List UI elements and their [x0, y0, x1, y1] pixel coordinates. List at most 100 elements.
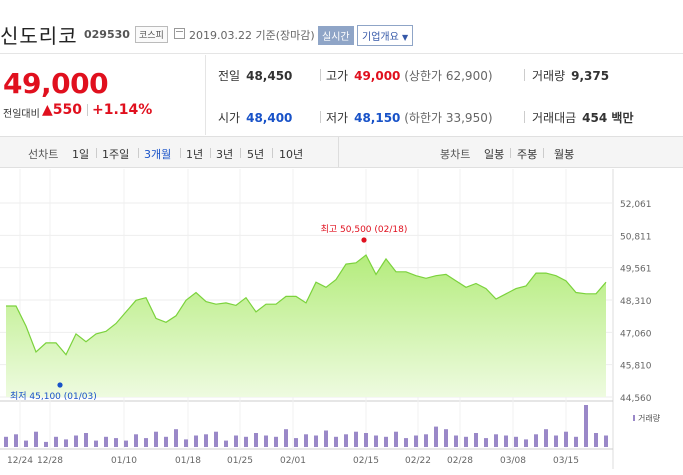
volume-bar: [394, 431, 398, 447]
volume-bar: [94, 440, 98, 447]
quote-date: 2019.03.22 기준(장마감): [189, 29, 315, 42]
volume-bar: [374, 435, 378, 447]
tab-5y[interactable]: 5년: [247, 148, 265, 161]
open-price: 시가 48,400: [218, 111, 293, 125]
tab-daily[interactable]: 일봉: [484, 148, 505, 161]
change-label: 전일대비: [3, 109, 40, 120]
change-percent: +1.14%: [92, 102, 153, 118]
y-tick-label: 44,560: [620, 394, 652, 404]
volume-bar: [24, 440, 28, 447]
volume-bar: [114, 438, 118, 447]
volume-bar: [64, 439, 68, 447]
volume-bar: [384, 436, 388, 447]
divider: [524, 111, 525, 123]
volume-bar: [414, 435, 418, 447]
volume-bar: [434, 426, 438, 447]
chevron-down-icon: ▼: [402, 33, 409, 42]
volume-bar: [214, 431, 218, 447]
y-tick-label: 50,811: [620, 232, 652, 242]
volume-bar: [274, 436, 278, 447]
trade-amount: 거래대금 454 백만: [532, 111, 634, 125]
tab-3m[interactable]: 3개월: [144, 148, 172, 161]
divider: [543, 148, 544, 158]
x-tick-label: 02/22: [405, 456, 431, 466]
volume-bar: [364, 433, 368, 447]
x-tick-label: 02/15: [353, 456, 379, 466]
volume-bar: [344, 434, 348, 447]
divider: [210, 148, 211, 158]
volume-bar: [604, 435, 608, 447]
price-stats: 전일 48,450 고가 49,000 (상한가 62,900) 거래량 9,375 …: [205, 55, 683, 135]
volume-legend-label: 거래량: [638, 413, 661, 423]
volume-bar: [204, 434, 208, 447]
candle-chart-label: 봉차트: [440, 148, 471, 161]
price-summary: 49,000 전일대비 ▲550 +1.14%: [0, 55, 205, 135]
volume-bar: [544, 429, 548, 447]
volume-bar: [454, 435, 458, 447]
volume-bar: [444, 429, 448, 447]
volume-bar: [154, 431, 158, 447]
price-chart-svg: 52,061 50,811 49,561 48,310 47,060 45,810 44,5…: [0, 169, 661, 469]
volume-bar: [254, 433, 258, 447]
max-marker: [361, 237, 367, 243]
tab-3y[interactable]: 3년: [216, 148, 234, 161]
volume-bar: [104, 436, 108, 447]
min-label: 최저 45,100 (01/03): [10, 391, 97, 402]
prev-close: 전일 48,450: [218, 69, 293, 83]
volume-bar: [264, 435, 268, 447]
volume-bar: [124, 440, 128, 447]
divider: [138, 148, 139, 158]
volume-bar: [334, 436, 338, 447]
volume-bar: [34, 431, 38, 447]
volume-bar: [554, 435, 558, 447]
y-tick-label: 49,561: [620, 265, 652, 275]
volume-bar: [74, 435, 78, 447]
x-tick-label: 03/15: [553, 456, 579, 466]
volume-bar: [194, 435, 198, 447]
volume-bar: [514, 436, 518, 447]
divider: [320, 69, 321, 81]
tab-10y[interactable]: 10년: [279, 148, 304, 161]
market-badge: 코스피: [135, 26, 168, 43]
x-tick-label: 02/28: [447, 456, 473, 466]
x-tick-label: 01/10: [111, 456, 137, 466]
volume-bar: [354, 431, 358, 447]
volume-bar: [134, 434, 138, 447]
volume-bar: [164, 436, 168, 447]
divider: [510, 148, 511, 158]
realtime-button[interactable]: 실시간: [318, 26, 354, 45]
tab-1w[interactable]: 1주일: [102, 148, 130, 161]
y-tick-label: 47,060: [620, 329, 652, 339]
volume-bar: [174, 429, 178, 447]
price-area: [6, 255, 606, 397]
volume-bar: [324, 430, 328, 447]
y-tick-label: 48,310: [620, 297, 652, 307]
day-high: 고가 49,000 (상한가 62,900): [326, 69, 493, 83]
tab-1y[interactable]: 1년: [186, 148, 204, 161]
volume-bar: [474, 433, 478, 447]
divider: [272, 148, 273, 158]
tab-weekly[interactable]: 주봉: [517, 148, 538, 161]
volume: 거래량 9,375: [532, 69, 610, 83]
volume-bar: [524, 439, 528, 447]
y-tick-label: 45,810: [620, 362, 652, 372]
line-chart-label: 선차트: [28, 148, 59, 161]
volume-bar: [584, 405, 588, 447]
price-line: [6, 254, 607, 356]
tab-1d[interactable]: 1일: [72, 148, 90, 161]
change-value: ▲550: [42, 102, 82, 118]
company-info-label: 기업개요: [362, 32, 399, 43]
volume-bar: [564, 431, 568, 447]
company-info-dropdown[interactable]: 기업개요 ▼: [357, 25, 414, 46]
volume-bar: [84, 433, 88, 447]
x-tick-label: 01/18: [175, 456, 201, 466]
tab-monthly[interactable]: 월봉: [554, 148, 575, 161]
divider: [87, 104, 88, 116]
volume-bar: [594, 433, 598, 447]
volume-bar: [504, 435, 508, 447]
x-tick-label: 12/28: [37, 456, 63, 466]
volume-bar: [284, 429, 288, 447]
price-chart[interactable]: 52,061 50,811 49,561 48,310 47,060 45,810 44,5…: [0, 169, 683, 475]
divider: [524, 69, 525, 81]
x-tick-label: 02/01: [280, 456, 306, 466]
